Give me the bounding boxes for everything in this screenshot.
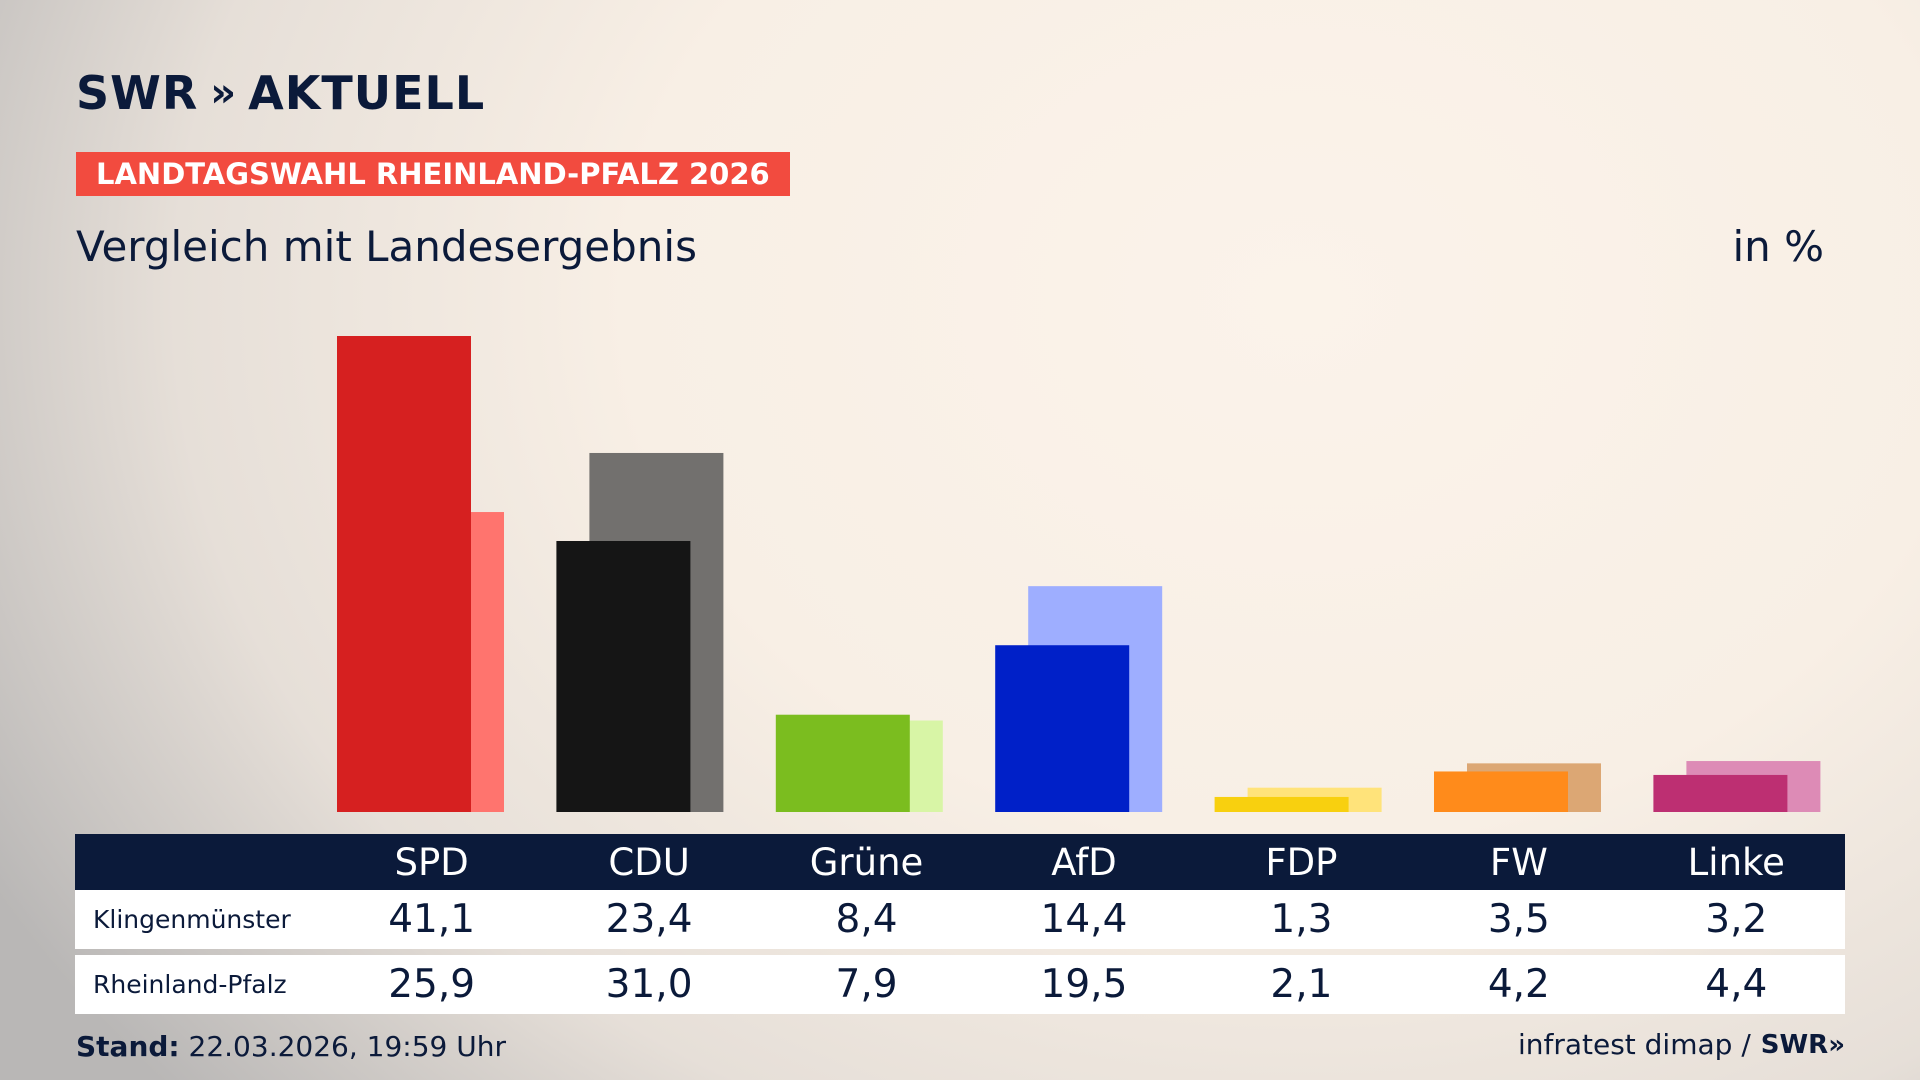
column-header: Grüne: [809, 840, 924, 884]
table-cell: 4,4: [1705, 962, 1768, 1007]
table-cell: 31,0: [605, 962, 693, 1007]
table-cell: 3,5: [1487, 897, 1550, 942]
table-cell: 14,4: [1040, 897, 1128, 942]
source-text: infratest dimap /: [1517, 1028, 1751, 1061]
table-cell: 23,4: [605, 897, 693, 942]
row-label: Rheinland-Pfalz: [93, 970, 287, 999]
chevron-right-icon: »: [210, 70, 236, 116]
column-header: Linke: [1687, 840, 1785, 884]
bar-landesergebnis-fw: [1467, 763, 1601, 812]
swr-aktuell-logo: SWR » AKTUELL: [76, 66, 485, 120]
bar-gemeinde-fw: [1434, 771, 1568, 812]
source-credit: infratest dimap / SWR»: [1518, 1028, 1845, 1061]
stand-label: Stand:: [76, 1030, 180, 1063]
table-cell: 41,1: [388, 897, 476, 942]
chart-title: Vergleich mit Landesergebnis: [76, 222, 697, 271]
bar-landesergebnis-grüne: [808, 720, 943, 812]
logo-section: AKTUELL: [248, 66, 486, 120]
table-cell: 2,1: [1270, 962, 1333, 1007]
column-header: AfD: [1051, 840, 1117, 884]
column-header: FDP: [1265, 840, 1338, 884]
table-cell: 7,9: [835, 962, 898, 1007]
column-header: FW: [1489, 840, 1548, 884]
timestamp: Stand: 22.03.2026, 19:59 Uhr: [76, 1030, 506, 1063]
bar-landesergebnis-linke: [1686, 761, 1821, 812]
column-header: SPD: [394, 840, 469, 884]
table-cell: 8,4: [835, 897, 898, 942]
table-cell: 1,3: [1270, 897, 1333, 942]
bar-gemeinde-spd: [337, 336, 471, 812]
table-cell: 25,9: [388, 962, 476, 1007]
bar-landesergebnis-fdp: [1247, 787, 1382, 812]
table-cell: 19,5: [1040, 962, 1128, 1007]
unit-label: in %: [1732, 222, 1824, 271]
table-cell: 4,2: [1487, 962, 1550, 1007]
bar-gemeinde-linke: [1653, 774, 1788, 812]
results-table: SPD CDU Grüne AfD FDP FW Linke Klingenmünster …: [75, 834, 1845, 1014]
logo-swr: SWR: [76, 66, 199, 120]
bar-gemeinde-cdu: [556, 540, 691, 812]
bar-landesergebnis-cdu: [589, 452, 724, 812]
table-row: Klingenmünster 41,1 23,4 8,4 14,4 1,3 3,5 3,2: [75, 890, 1845, 949]
bar-gemeinde-fdp: [1214, 796, 1349, 812]
election-tag: LANDTAGSWAHL RHEINLAND-PFALZ 2026: [76, 152, 790, 196]
row-label: Klingenmünster: [93, 905, 291, 934]
bar-landesergebnis-spd: [370, 512, 504, 812]
bar-gemeinde-grüne: [775, 714, 910, 812]
table-row: Rheinland-Pfalz 25,9 31,0 7,9 19,5 2,1 4,2 4,4: [75, 955, 1845, 1014]
column-header: CDU: [608, 840, 690, 884]
swr-small-logo: SWR»: [1760, 1029, 1845, 1060]
table-cell: 3,2: [1705, 897, 1768, 942]
stand-value: 22.03.2026, 19:59 Uhr: [188, 1030, 506, 1063]
table-header: SPD CDU Grüne AfD FDP FW Linke: [75, 834, 1845, 890]
bar-gemeinde-afd: [995, 645, 1130, 812]
bar-landesergebnis-afd: [1028, 586, 1163, 812]
